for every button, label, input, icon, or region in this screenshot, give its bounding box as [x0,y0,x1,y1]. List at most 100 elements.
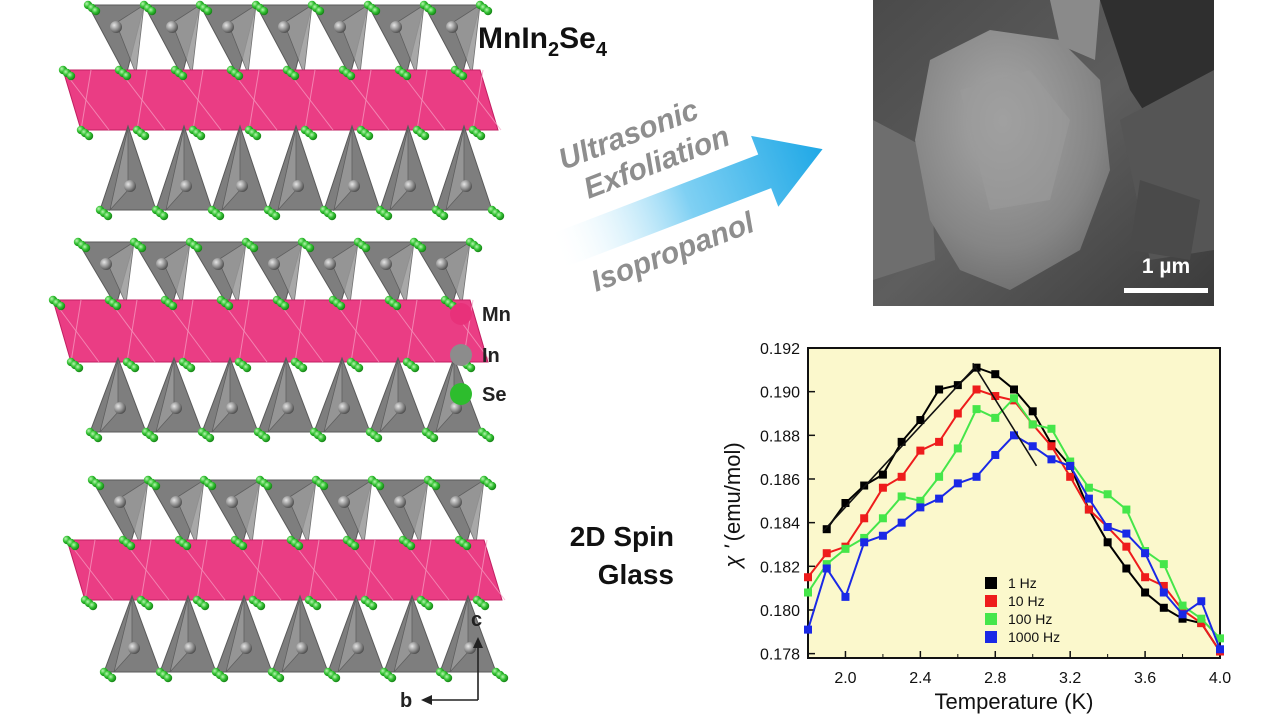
chart-series [804,362,1224,656]
se-atom [443,673,453,683]
se-atom [91,6,101,16]
mn-layer-edge [476,539,488,601]
se-atom [234,71,244,81]
in-tetrahedron-face [333,127,353,212]
mn-layer-edge [350,299,362,363]
in-atom [236,180,248,192]
data-point [860,538,869,547]
in-atom [268,258,280,270]
in-tetrahedron-face [231,479,261,546]
se-atom [336,301,346,311]
se-atom [196,131,206,141]
se-atom [312,601,322,611]
data-point [935,472,944,481]
se-atom [317,433,327,443]
se-atom [406,541,416,551]
sem-scale-bar [1124,288,1208,293]
series-line-1-hz [825,366,1221,653]
se-atom [483,6,493,16]
x-tick-label: 2.8 [984,670,1006,687]
data-point [1159,581,1168,590]
in-atom [170,496,182,508]
se-atom [429,433,439,443]
data-point [916,446,925,455]
se-atom [364,131,374,141]
data-point [860,514,869,523]
y-tick-label: 0.180 [760,603,800,620]
in-tetrahedron-face [455,479,485,546]
data-point [822,564,831,573]
se-atom [487,481,497,491]
legend-swatch [985,595,997,607]
in-tetrahedron-face [329,241,359,306]
data-point [878,483,887,492]
spin-glass-line2: Glass [598,559,674,590]
x-tick-label: 4.0 [1209,670,1231,687]
se-atom [368,601,378,611]
c-axis-label: c [471,609,482,631]
data-point [953,409,962,418]
data-point [1178,601,1187,610]
y-tick-label: 0.182 [760,559,800,576]
in-atom [338,402,350,414]
in-tetrahedron-face [395,4,425,75]
in-tetrahedron-face [277,127,297,212]
in-tetrahedron-face [449,597,469,673]
sem-scale-label: 1 µm [1142,255,1190,278]
data-point [1122,564,1131,573]
se-atom [93,433,103,443]
in-atom [464,642,476,654]
se-atom [263,481,273,491]
in-atom [212,258,224,270]
se-atom [66,71,76,81]
arrow-body [548,135,823,269]
se-atom [261,433,271,443]
data-point [1141,588,1150,597]
data-point [822,560,831,569]
se-atom [84,131,94,141]
in-atom [226,402,238,414]
data-point [972,472,981,481]
se-atom [224,301,234,311]
in-tetrahedron-face [281,597,301,673]
se-atom [163,673,173,683]
in-tetrahedron-face [115,4,145,75]
y-tick-label: 0.190 [760,385,800,402]
se-atom [462,541,472,551]
data-point [1103,490,1112,499]
data-point [1084,494,1093,503]
se-atom [219,673,229,683]
y-tick-label: 0.192 [760,341,800,358]
chart-legend: 1 Hz 10 Hz 100 Hz 1000 Hz [985,575,1060,645]
crystal-axes [421,637,483,705]
in-tetrahedron-face [105,241,135,306]
data-point [1010,431,1018,440]
se-atom [417,243,427,253]
data-point [1010,394,1018,403]
in-atom [278,21,290,33]
data-point [1141,573,1150,582]
in-atom [156,258,168,270]
y-tick-label: 0.186 [760,472,800,489]
in-atom [334,21,346,33]
se-atom [371,6,381,16]
in-tetrahedron-face [221,127,241,212]
in-atom [240,642,252,654]
in-atom [394,402,406,414]
in-tetrahedron-face [337,597,357,673]
se-atom [298,363,308,373]
data-point [1178,605,1187,614]
sem-image: 1 µm [873,0,1214,306]
data-point [1122,505,1131,514]
in-tetrahedron-face [445,127,465,212]
mn-layer-edge [360,69,372,131]
se-atom [439,211,449,221]
chart-ticks: 2.0 2.4 2.8 3.2 3.6 4.0 0.178 0.180 0.182 0.184 0.… [760,341,1231,687]
data-point [822,525,831,534]
in-atom [222,21,234,33]
in-tetrahedron-face [379,359,399,433]
in-tetrahedron-face [171,4,201,75]
x-tick-label: 2.0 [834,670,856,687]
in-tetrahedron-face [161,241,191,306]
in-tetrahedron-face [385,241,415,306]
